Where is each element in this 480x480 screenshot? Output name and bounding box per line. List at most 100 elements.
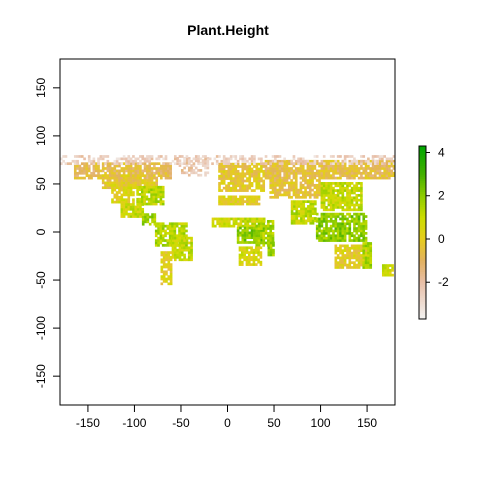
- raster-cell: [304, 209, 308, 213]
- raster-cell: [343, 254, 347, 257]
- raster-cell: [274, 169, 277, 173]
- legend-tick-label: 0: [438, 232, 445, 246]
- raster-cell: [162, 258, 166, 262]
- raster-cell: [348, 239, 352, 242]
- raster-cell: [106, 159, 110, 163]
- raster-cell: [171, 234, 174, 238]
- raster-cell: [134, 169, 138, 173]
- raster-cell: [307, 212, 310, 215]
- raster-cell: [360, 229, 363, 233]
- raster-cell: [369, 162, 373, 166]
- raster-cell: [152, 190, 156, 194]
- raster-cell: [185, 258, 189, 262]
- raster-cell: [154, 244, 158, 247]
- raster-cell: [248, 184, 252, 188]
- raster-cell: [334, 246, 338, 250]
- raster-cell: [332, 186, 335, 190]
- raster-cell: [371, 174, 375, 178]
- raster-cell: [320, 203, 324, 207]
- raster-cell: [341, 256, 345, 260]
- raster-cell: [171, 256, 175, 259]
- raster-cell: [239, 226, 242, 230]
- raster-cell: [311, 193, 314, 197]
- raster-cell: [190, 241, 193, 245]
- raster-cell: [357, 219, 361, 223]
- raster-cell: [383, 176, 386, 180]
- raster-cell: [120, 212, 124, 216]
- raster-cell: [115, 157, 119, 161]
- raster-cell: [187, 241, 191, 245]
- raster-cell: [169, 251, 173, 254]
- raster-cell: [353, 263, 356, 267]
- raster-cell: [113, 159, 117, 163]
- raster-cell: [271, 183, 275, 187]
- raster-cell: [346, 155, 349, 158]
- raster-cell: [271, 232, 275, 235]
- raster-cell: [108, 186, 112, 190]
- raster-cell: [369, 171, 373, 175]
- raster-cell: [218, 219, 222, 223]
- raster-cell: [381, 171, 384, 175]
- raster-cell: [162, 256, 166, 259]
- raster-cell: [348, 212, 352, 216]
- raster-cell: [290, 188, 293, 192]
- raster-cell: [343, 198, 347, 202]
- raster-cell: [85, 169, 89, 173]
- raster-cell: [320, 159, 324, 163]
- raster-cell: [232, 170, 235, 173]
- raster-cell: [157, 193, 160, 196]
- raster-cell: [311, 183, 314, 187]
- raster-cell: [293, 200, 296, 203]
- raster-cell: [118, 183, 121, 187]
- raster-cell: [371, 169, 375, 173]
- raster-cell: [343, 244, 347, 248]
- raster-cell: [318, 164, 321, 168]
- raster-cell: [320, 201, 324, 204]
- raster-cell: [166, 232, 170, 235]
- raster-cell: [332, 171, 335, 175]
- raster-cell: [378, 162, 382, 166]
- raster-cell: [169, 174, 172, 178]
- raster-cell: [339, 261, 342, 265]
- raster-cell: [125, 181, 128, 185]
- raster-cell: [139, 212, 142, 216]
- raster-cell: [108, 174, 112, 178]
- raster-cell: [269, 251, 273, 254]
- raster-cell: [118, 164, 121, 168]
- raster-cell: [364, 266, 368, 269]
- raster-cell: [276, 195, 279, 199]
- raster-cell: [353, 224, 356, 228]
- raster-cell: [293, 221, 296, 225]
- raster-cell: [325, 159, 328, 163]
- raster-cell: [113, 200, 117, 204]
- legend-swatch: [419, 299, 426, 303]
- raster-cell: [90, 162, 93, 166]
- raster-cell: [178, 232, 181, 235]
- raster-cell: [381, 164, 384, 168]
- raster-cell: [378, 155, 382, 158]
- raster-cell: [376, 155, 380, 158]
- raster-cell: [222, 202, 226, 206]
- raster-cell: [294, 159, 298, 163]
- raster-cell: [360, 182, 363, 185]
- raster-cell: [334, 169, 338, 173]
- raster-cell: [178, 164, 182, 167]
- raster-cell: [132, 198, 135, 202]
- raster-cell: [295, 207, 299, 211]
- raster-cell: [154, 239, 158, 242]
- raster-cell: [197, 169, 200, 172]
- raster-cell: [199, 157, 203, 161]
- raster-cell: [386, 266, 390, 270]
- raster-cell: [73, 176, 77, 180]
- raster-cell: [293, 214, 296, 218]
- raster-cell: [222, 200, 226, 203]
- raster-cell: [357, 176, 361, 180]
- raster-cell: [229, 179, 233, 183]
- raster-cell: [129, 171, 133, 175]
- raster-cell: [245, 258, 249, 262]
- raster-cell: [364, 171, 368, 175]
- raster-cell: [132, 162, 135, 166]
- region-sahel: [211, 217, 266, 228]
- raster-cell: [113, 164, 117, 168]
- raster-cell: [304, 207, 308, 211]
